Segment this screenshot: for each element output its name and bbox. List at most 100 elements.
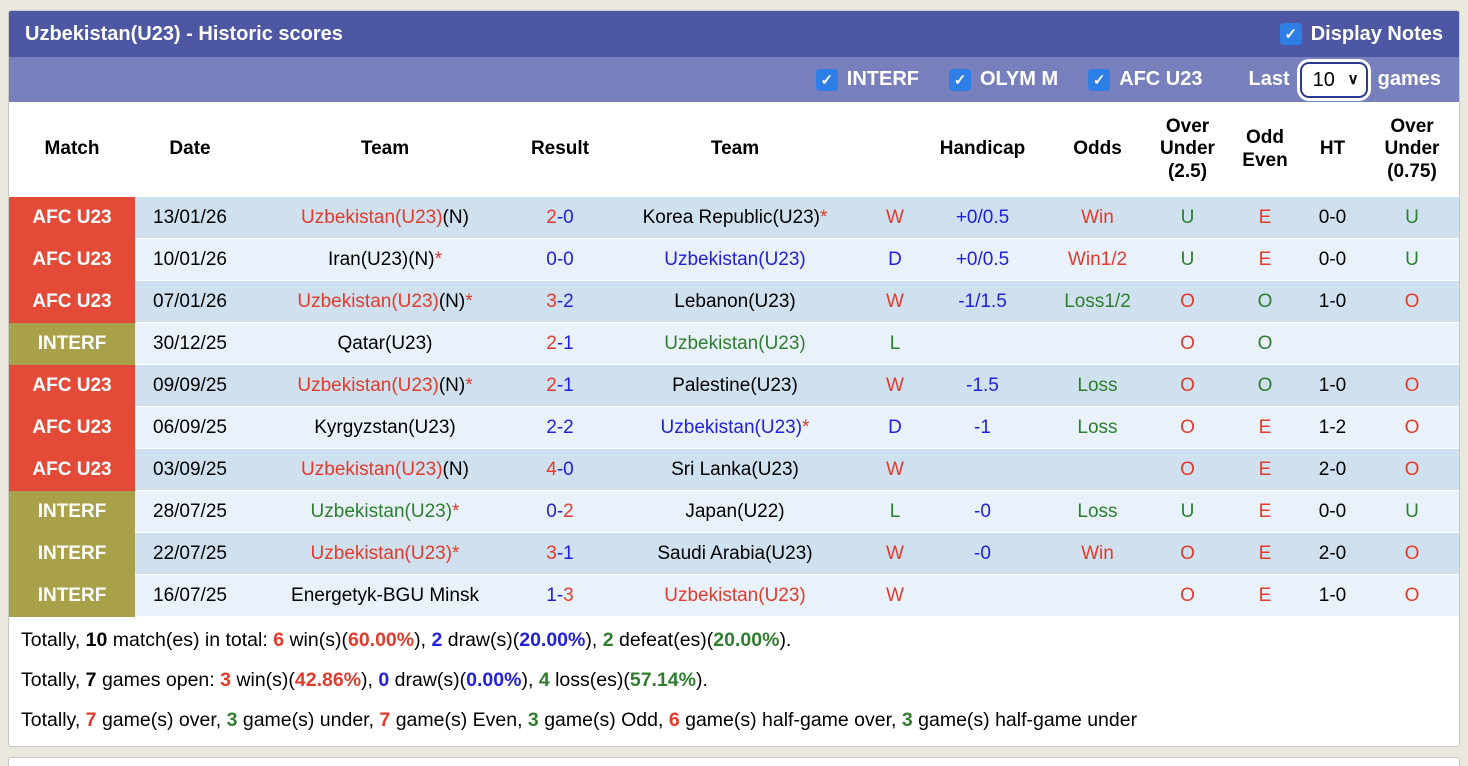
ht-cell: 1-0 xyxy=(1300,365,1365,407)
over-under-2-5-cell: O xyxy=(1145,323,1230,365)
match-badge: AFC U23 xyxy=(9,407,135,449)
over-under-0-75-cell: O xyxy=(1365,365,1459,407)
wdl-cell: W xyxy=(875,533,915,575)
home-team-cell: Uzbekistan(U23) (N) xyxy=(245,197,525,239)
result-cell: 0- 2 xyxy=(525,491,595,533)
home-team-cell: Uzbekistan(U23) * xyxy=(245,533,525,575)
date-cell: 30/12/25 xyxy=(135,323,245,365)
col-header-outcome xyxy=(875,102,915,197)
odds-cell: Loss xyxy=(1050,365,1145,407)
check-icon: ✓ xyxy=(953,71,967,89)
filter-checkbox-afc-u23[interactable]: ✓ xyxy=(1088,68,1111,91)
home-team-cell: Energetyk-BGU Minsk xyxy=(245,575,525,617)
date-cell: 16/07/25 xyxy=(135,575,245,617)
col-header-over-under-0-75: Over Under (0.75) xyxy=(1384,115,1440,182)
display-notes-label: Display Notes xyxy=(1310,22,1443,45)
over-under-2-5-cell: O xyxy=(1145,575,1230,617)
historic-scores-panel: Uzbekistan(U23) - Historic scores ✓ Disp… xyxy=(8,10,1460,747)
away-team-cell: Uzbekistan(U23) xyxy=(595,239,875,281)
odds-cell: Win1/2 xyxy=(1050,239,1145,281)
odds-cell xyxy=(1050,323,1145,365)
wdl-cell: W xyxy=(875,365,915,407)
home-team-cell: Uzbekistan(U23) (N) * xyxy=(245,281,525,323)
handicap-cell: +0/0.5 xyxy=(915,197,1050,239)
over-under-2-5-cell: U xyxy=(1145,491,1230,533)
filter-label-interf: INTERF xyxy=(846,68,919,90)
check-icon: ✓ xyxy=(1092,71,1106,89)
away-team-cell: Korea Republic(U23) * xyxy=(595,197,875,239)
col-header-home-team: Team xyxy=(360,138,410,160)
away-team-cell: Palestine(U23) xyxy=(595,365,875,407)
date-cell: 06/09/25 xyxy=(135,407,245,449)
wdl-cell: W xyxy=(875,197,915,239)
odds-cell xyxy=(1050,575,1145,617)
date-cell: 07/01/26 xyxy=(135,281,245,323)
home-team-cell: Iran(U23)(N) * xyxy=(245,239,525,281)
games-label: games xyxy=(1377,68,1441,90)
home-team-cell: Uzbekistan(U23) * xyxy=(245,491,525,533)
filter-item-interf: ✓ INTERF xyxy=(815,68,919,91)
table-row: AFC U23 03/09/25 Uzbekistan(U23) (N) 4 -0 Sri … xyxy=(9,449,1459,491)
over-under-2-5-cell: U xyxy=(1145,239,1230,281)
handicap-cell xyxy=(915,449,1050,491)
col-header-result: Result xyxy=(530,138,590,160)
over-under-2-5-cell: O xyxy=(1145,281,1230,323)
date-cell: 03/09/25 xyxy=(135,449,245,491)
filter-item-afc-u23: ✓ AFC U23 xyxy=(1088,68,1203,91)
ht-cell: 1-0 xyxy=(1300,575,1365,617)
ht-cell: 0-0 xyxy=(1300,197,1365,239)
handicap-cell: +0/0.5 xyxy=(915,239,1050,281)
result-cell: 2 -1 xyxy=(525,365,595,407)
result-cell: 2 -1 xyxy=(525,323,595,365)
odd-even-cell: O xyxy=(1230,323,1300,365)
handicap-cell: -1/1.5 xyxy=(915,281,1050,323)
result-cell: 1- 3 xyxy=(525,575,595,617)
match-badge: AFC U23 xyxy=(9,281,135,323)
home-team-cell: Qatar(U23) xyxy=(245,323,525,365)
ht-cell: 0-0 xyxy=(1300,491,1365,533)
over-under-0-75-cell xyxy=(1365,323,1459,365)
odd-even-cell: E xyxy=(1230,197,1300,239)
col-header-over-under-2-5: Over Under (2.5) xyxy=(1160,115,1215,182)
summary-line-2: Totally, 7 games open: 3 win(s)(42.86%),… xyxy=(21,668,708,691)
odds-cell: Win xyxy=(1050,197,1145,239)
filter-checkbox-olym-m[interactable]: ✓ xyxy=(948,68,971,91)
col-header-ht: HT xyxy=(1319,138,1346,160)
over-under-0-75-cell: U xyxy=(1365,239,1459,281)
odds-cell: Loss xyxy=(1050,491,1145,533)
odd-even-cell: E xyxy=(1230,407,1300,449)
odd-even-cell: E xyxy=(1230,533,1300,575)
wdl-cell: L xyxy=(875,323,915,365)
odds-cell: Win xyxy=(1050,533,1145,575)
filter-bar: ✓ INTERF ✓ OLYM M ✓ AFC U23 Last 10 ∨ games xyxy=(9,57,1459,102)
table-row: AFC U23 10/01/26 Iran(U23)(N) * 0-0 Uzbekista… xyxy=(9,239,1459,281)
competition-filters: ✓ INTERF ✓ OLYM M ✓ AFC U23 xyxy=(815,68,1233,91)
odds-cell xyxy=(1050,449,1145,491)
summary: Totally, 10 match(es) in total: 6 win(s)… xyxy=(9,617,1459,746)
col-header-date: Date xyxy=(169,138,211,160)
filter-checkbox-interf[interactable]: ✓ xyxy=(815,68,838,91)
col-header-match: Match xyxy=(44,138,100,160)
wdl-cell: L xyxy=(875,491,915,533)
odds-cell: Loss xyxy=(1050,407,1145,449)
display-notes-checkbox[interactable]: ✓ xyxy=(1279,23,1302,45)
next-panel-edge xyxy=(8,757,1460,766)
display-notes-toggle: ✓ Display Notes xyxy=(1279,22,1443,46)
last-games-select-wrap: 10 ∨ xyxy=(1299,61,1368,98)
ht-cell: 2-0 xyxy=(1300,449,1365,491)
away-team-cell: Lebanon(U23) xyxy=(595,281,875,323)
home-team-cell: Uzbekistan(U23) (N) xyxy=(245,449,525,491)
summary-line-3: Totally, 7 game(s) over, 3 game(s) under… xyxy=(21,708,1138,731)
handicap-cell xyxy=(915,575,1050,617)
title-bar: Uzbekistan(U23) - Historic scores ✓ Disp… xyxy=(9,11,1459,57)
last-games-select[interactable]: 10 xyxy=(1299,61,1368,98)
over-under-2-5-cell: O xyxy=(1145,407,1230,449)
match-badge: AFC U23 xyxy=(9,197,135,239)
handicap-cell xyxy=(915,323,1050,365)
ht-cell: 0-0 xyxy=(1300,239,1365,281)
home-team-cell: Kyrgyzstan(U23) xyxy=(245,407,525,449)
match-badge: AFC U23 xyxy=(9,449,135,491)
last-label: Last xyxy=(1248,68,1290,90)
result-cell: 2-2 xyxy=(525,407,595,449)
over-under-0-75-cell: U xyxy=(1365,491,1459,533)
